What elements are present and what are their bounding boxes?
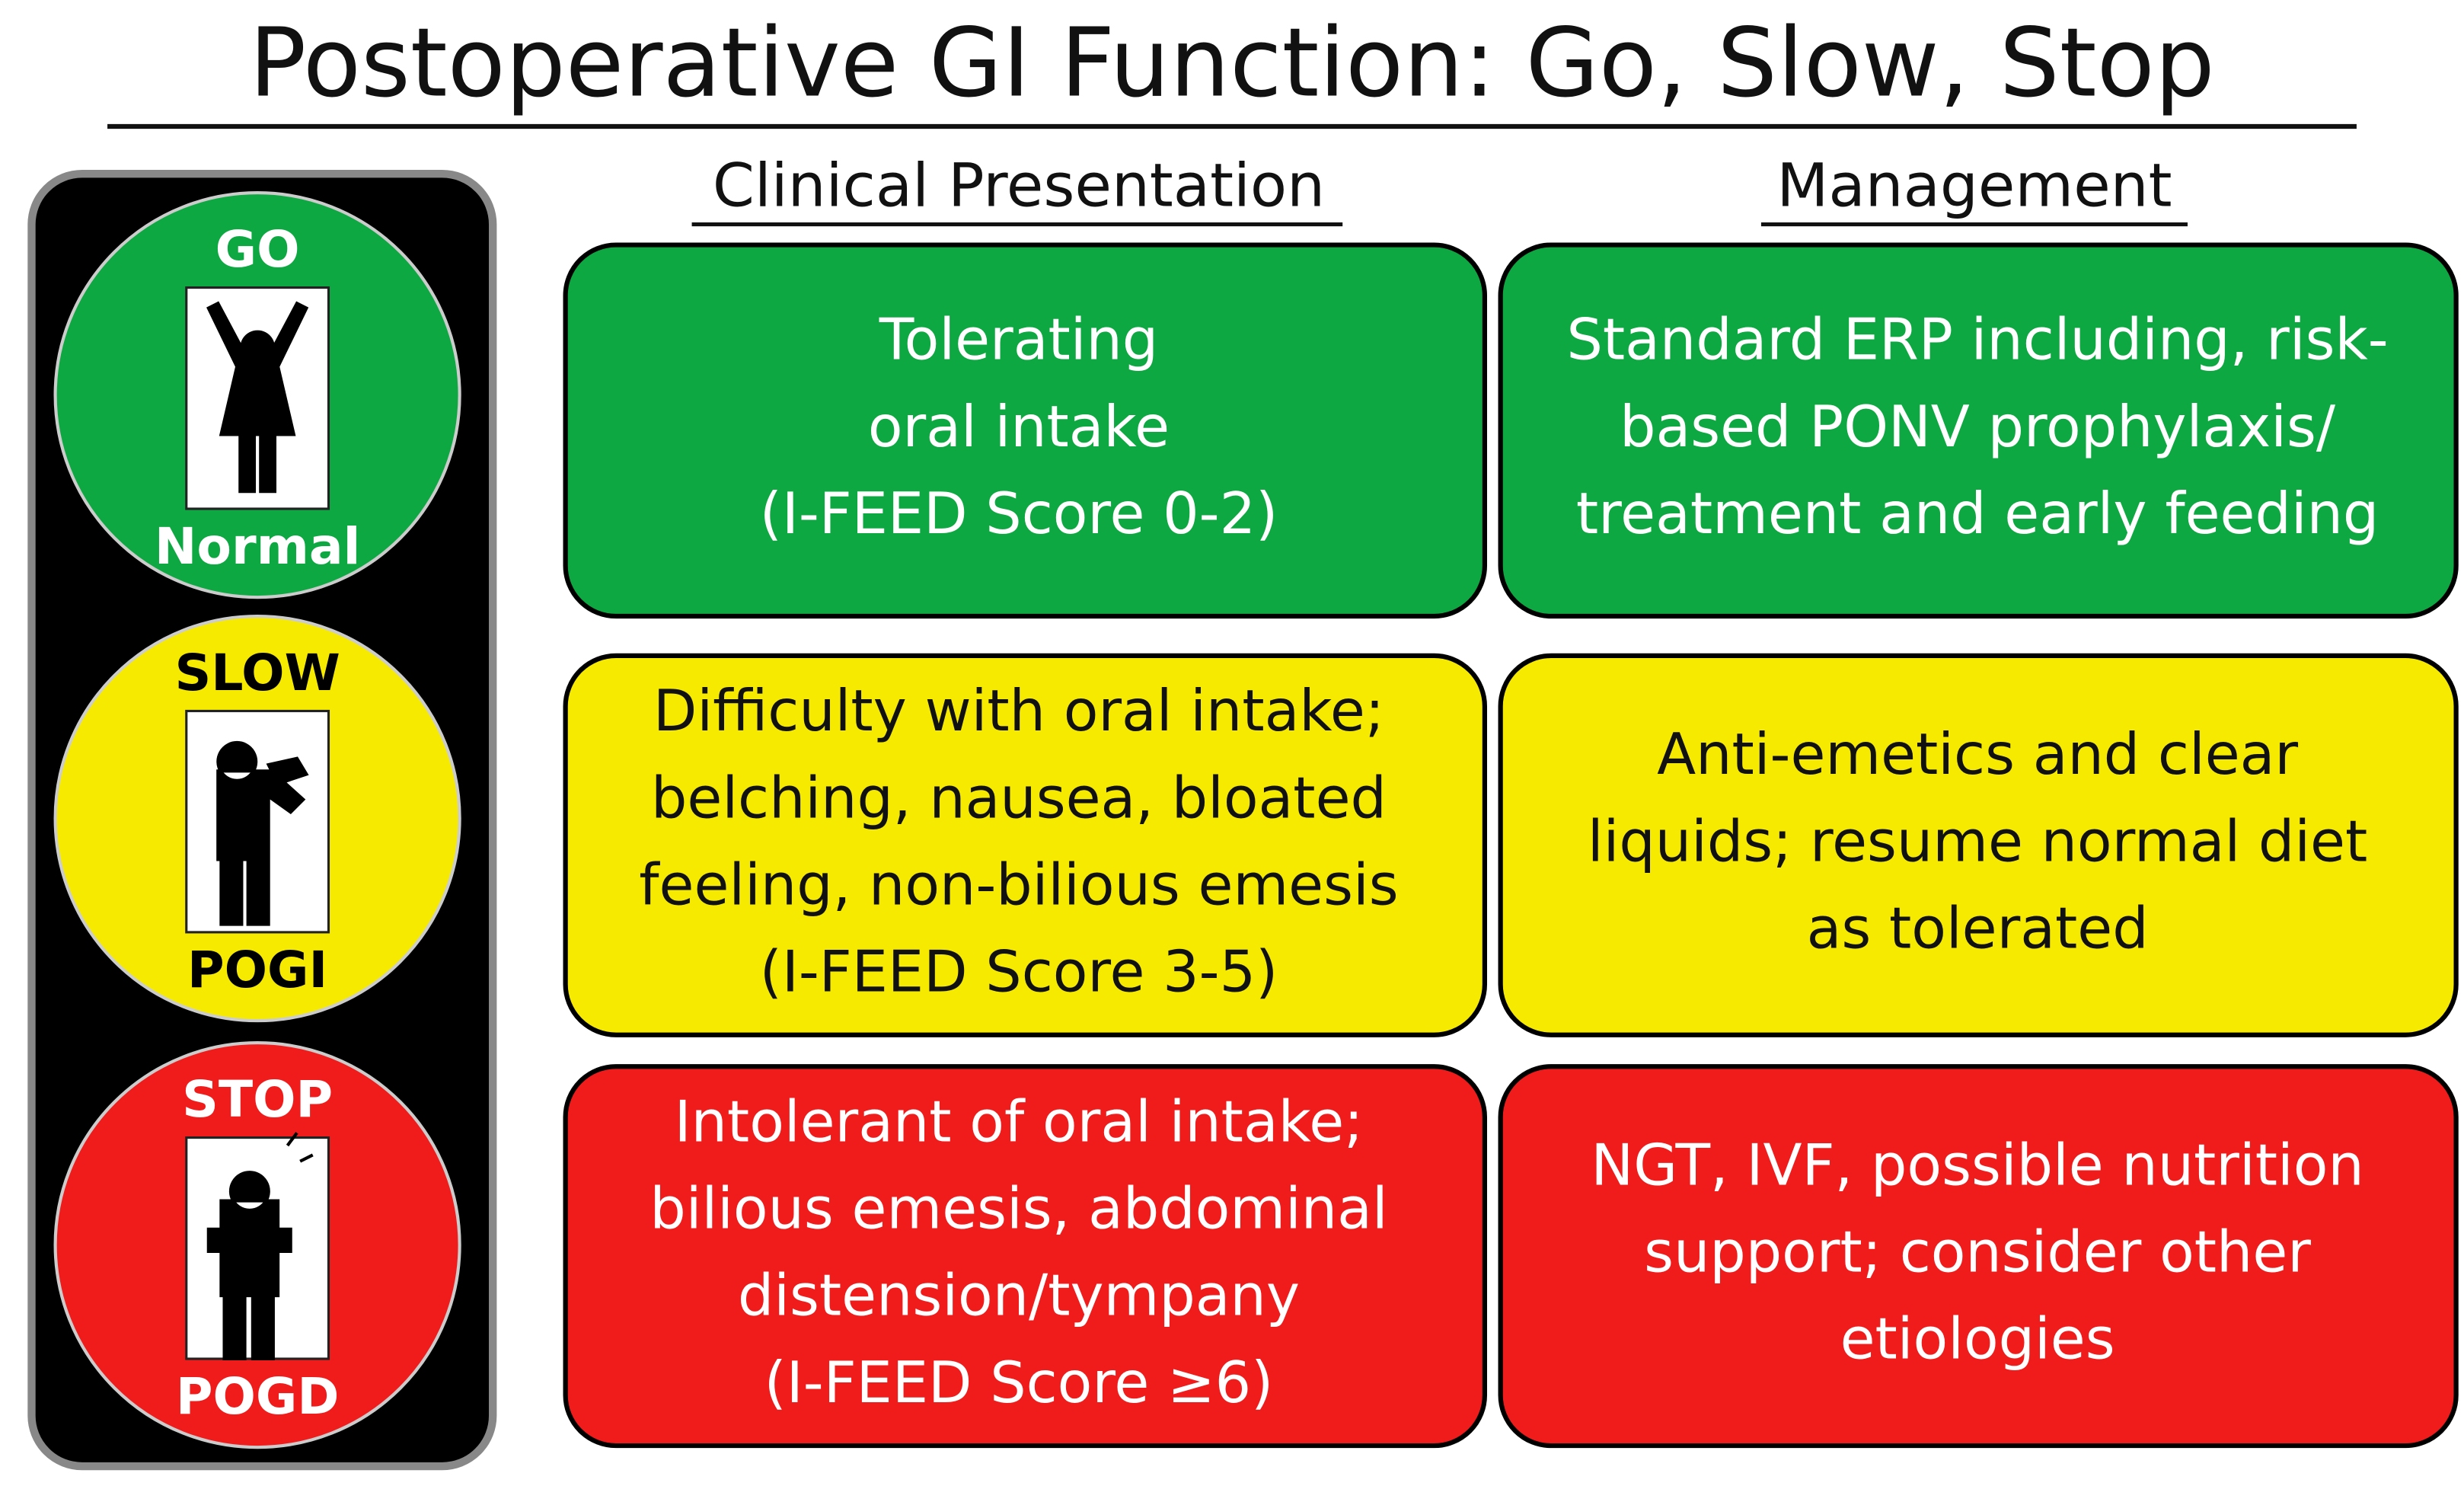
presentation-text: belching, nausea, bloated — [651, 765, 1387, 831]
state-label: POGD — [176, 1366, 340, 1426]
management-text: NGT, IVF, possible nutrition — [1591, 1133, 2363, 1199]
management-box — [1498, 1064, 2459, 1449]
management-box — [1498, 653, 2459, 1037]
column-header: Clinical Presentation — [713, 150, 1325, 220]
presentation-text: (I-FEED Score 3-5) — [760, 938, 1278, 1005]
management-text: as tolerated — [1807, 895, 2149, 961]
presentation-text: Tolerating — [879, 307, 1158, 373]
management-text: liquids; resume normal diet — [1588, 808, 2367, 874]
column-header: Management — [1776, 150, 2172, 220]
management-text: Standard ERP including, risk- — [1567, 307, 2389, 373]
presentation-text: (I-FEED Score ≥6) — [764, 1350, 1274, 1416]
management-text: treatment and early feeding — [1576, 481, 2379, 547]
presentation-text: Difficulty with oral intake; — [653, 678, 1384, 744]
signal-label: STOP — [182, 1069, 333, 1129]
presentation-text: oral intake — [868, 394, 1170, 460]
title: Postoperative GI Function: Go, Slow, Sto… — [249, 8, 2215, 118]
person-icon — [206, 1132, 314, 1361]
state-label: POGI — [187, 940, 327, 999]
management-text: based PONV prophylaxis/ — [1620, 394, 2336, 460]
state-label: Normal — [155, 516, 361, 576]
management-text: Anti-emetics and clear — [1657, 721, 2298, 788]
icon-frame — [185, 286, 330, 510]
presentation-text: feeling, non-bilious emesis — [639, 852, 1398, 918]
management-box — [1498, 242, 2459, 619]
presentation-box — [563, 653, 1488, 1037]
signal-label: SLOW — [174, 643, 340, 702]
presentation-text: (I-FEED Score 0-2) — [760, 481, 1278, 547]
presentation-box — [563, 1064, 1488, 1449]
presentation-text: distension/tympany — [738, 1263, 1300, 1329]
signal-label: GO — [215, 219, 300, 279]
presentation-text: Intolerant of oral intake; — [675, 1089, 1364, 1155]
presentation-box — [563, 242, 1488, 619]
presentation-text: bilious emesis, abdominal — [650, 1176, 1387, 1242]
person-icon — [206, 301, 309, 494]
management-text: etiologies — [1840, 1306, 2115, 1373]
management-text: support; consider other — [1644, 1219, 2311, 1286]
person-icon — [216, 740, 309, 926]
